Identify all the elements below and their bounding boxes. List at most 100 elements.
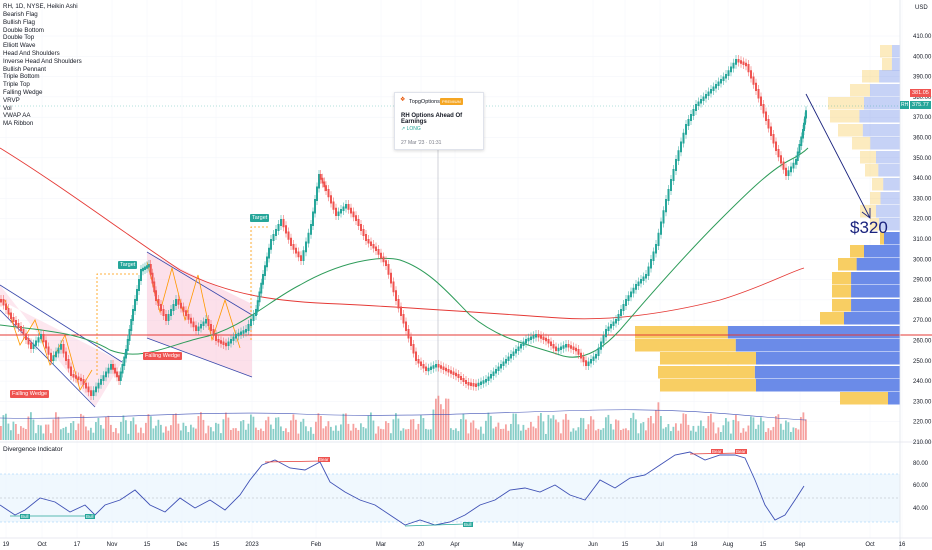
candle (105, 371, 107, 378)
candle (85, 382, 87, 389)
candle (410, 336, 412, 346)
candle (180, 302, 182, 309)
volume-bar (307, 431, 310, 440)
candle (347, 204, 350, 210)
volume-bar (40, 425, 42, 440)
candle (282, 219, 285, 228)
volume-bar (227, 417, 230, 440)
candle (272, 234, 275, 241)
price-badge-upper: 381.05 (910, 89, 931, 97)
indicator-item[interactable]: Bearish Flag (3, 11, 38, 18)
volume-bar (442, 409, 445, 440)
volume-bar (140, 427, 142, 440)
volume-bar (505, 424, 507, 440)
candle (800, 136, 803, 146)
candle (252, 314, 255, 321)
candle (0, 299, 2, 303)
bull-div-2 (404, 523, 466, 527)
indicator-item[interactable]: Falling Wedge (3, 89, 43, 96)
candle (225, 342, 227, 347)
candle (270, 239, 272, 250)
volume-bar (187, 432, 190, 440)
volume-bar (477, 429, 480, 440)
candle (760, 96, 762, 106)
volume-bar (767, 428, 770, 440)
indicator-item[interactable]: Double Top (3, 34, 35, 42)
volume-bar (637, 433, 640, 440)
candle (432, 365, 435, 369)
candle (197, 326, 200, 331)
candle (702, 96, 705, 101)
candle (97, 382, 100, 389)
candle (530, 336, 532, 340)
popup-title[interactable]: RH Options Ahead Of Earnings (401, 113, 463, 125)
volume-bar (567, 419, 570, 440)
time-tick: Oct (865, 542, 875, 548)
symbol-line[interactable]: RH, 1D, NYSE, Heikin Ashi (3, 3, 78, 10)
candle (435, 364, 437, 368)
indicator-item[interactable]: Triple Bottom (3, 73, 40, 81)
candle (740, 60, 742, 64)
volume-bar (252, 416, 255, 440)
volume-bar (780, 423, 782, 440)
candle (400, 306, 402, 316)
volume-bar (7, 423, 10, 440)
candle (116, 371, 118, 378)
candle (782, 161, 785, 170)
wedge-1-zigzag (4, 299, 93, 392)
candle (545, 337, 547, 342)
indicator-item[interactable]: Triple Top (3, 81, 30, 89)
candle (700, 99, 702, 104)
volume-bar (795, 428, 797, 440)
indicator-item[interactable]: Bullish Flag (3, 18, 35, 26)
indicator-item[interactable]: Head And Shoulders (3, 50, 60, 57)
volume-bar (677, 430, 680, 440)
volume-bar (727, 421, 730, 440)
candle (157, 299, 160, 306)
candle (151, 272, 154, 284)
volume-bar (527, 427, 530, 440)
volume-bar (485, 420, 487, 440)
candle (445, 367, 447, 372)
volume-bar (562, 419, 565, 440)
candle (507, 356, 510, 361)
volume-bar (720, 432, 722, 440)
candle (385, 260, 387, 266)
candle (775, 141, 777, 151)
candle (660, 221, 662, 235)
candle (125, 349, 127, 359)
candle (40, 334, 42, 340)
indicator-item[interactable]: MA Ribbon (3, 120, 34, 128)
indicator-item[interactable]: Inverse Head And Shoulders (3, 57, 82, 65)
indicator-item[interactable]: VRVP (3, 96, 20, 104)
candle (138, 279, 140, 291)
idea-popup[interactable]: ❖ TopgOptions PREMIUM RH Options Ahead O… (394, 92, 484, 150)
volume-bar (5, 413, 7, 440)
price-tick: 250.00 (913, 359, 932, 365)
candle (142, 267, 144, 272)
indicator-item[interactable]: Elliott Wave (3, 42, 36, 50)
volume-bar (82, 415, 85, 440)
candle (149, 264, 152, 275)
volume-bar (327, 421, 330, 440)
volume-bar (375, 433, 377, 440)
volume-bar (352, 423, 355, 440)
indicator-item[interactable]: Vol (3, 104, 12, 112)
indicator-item[interactable]: VWAP AA (3, 112, 31, 120)
candle (640, 279, 642, 284)
volume-bar (320, 415, 322, 440)
time-tick: 15 (622, 542, 629, 548)
volume-bar (547, 414, 550, 440)
volume-bar (472, 420, 475, 440)
volume-bar (192, 427, 195, 440)
indicator-item[interactable]: Double Bottom (3, 26, 44, 34)
volume-bar (737, 421, 740, 440)
indicator-item[interactable]: Bullish Pennant (3, 65, 46, 73)
target-line-1 (96, 273, 140, 375)
moving-averages (0, 147, 809, 358)
volume-bar (277, 417, 280, 440)
volume-bar (280, 426, 282, 440)
candle (597, 347, 600, 356)
